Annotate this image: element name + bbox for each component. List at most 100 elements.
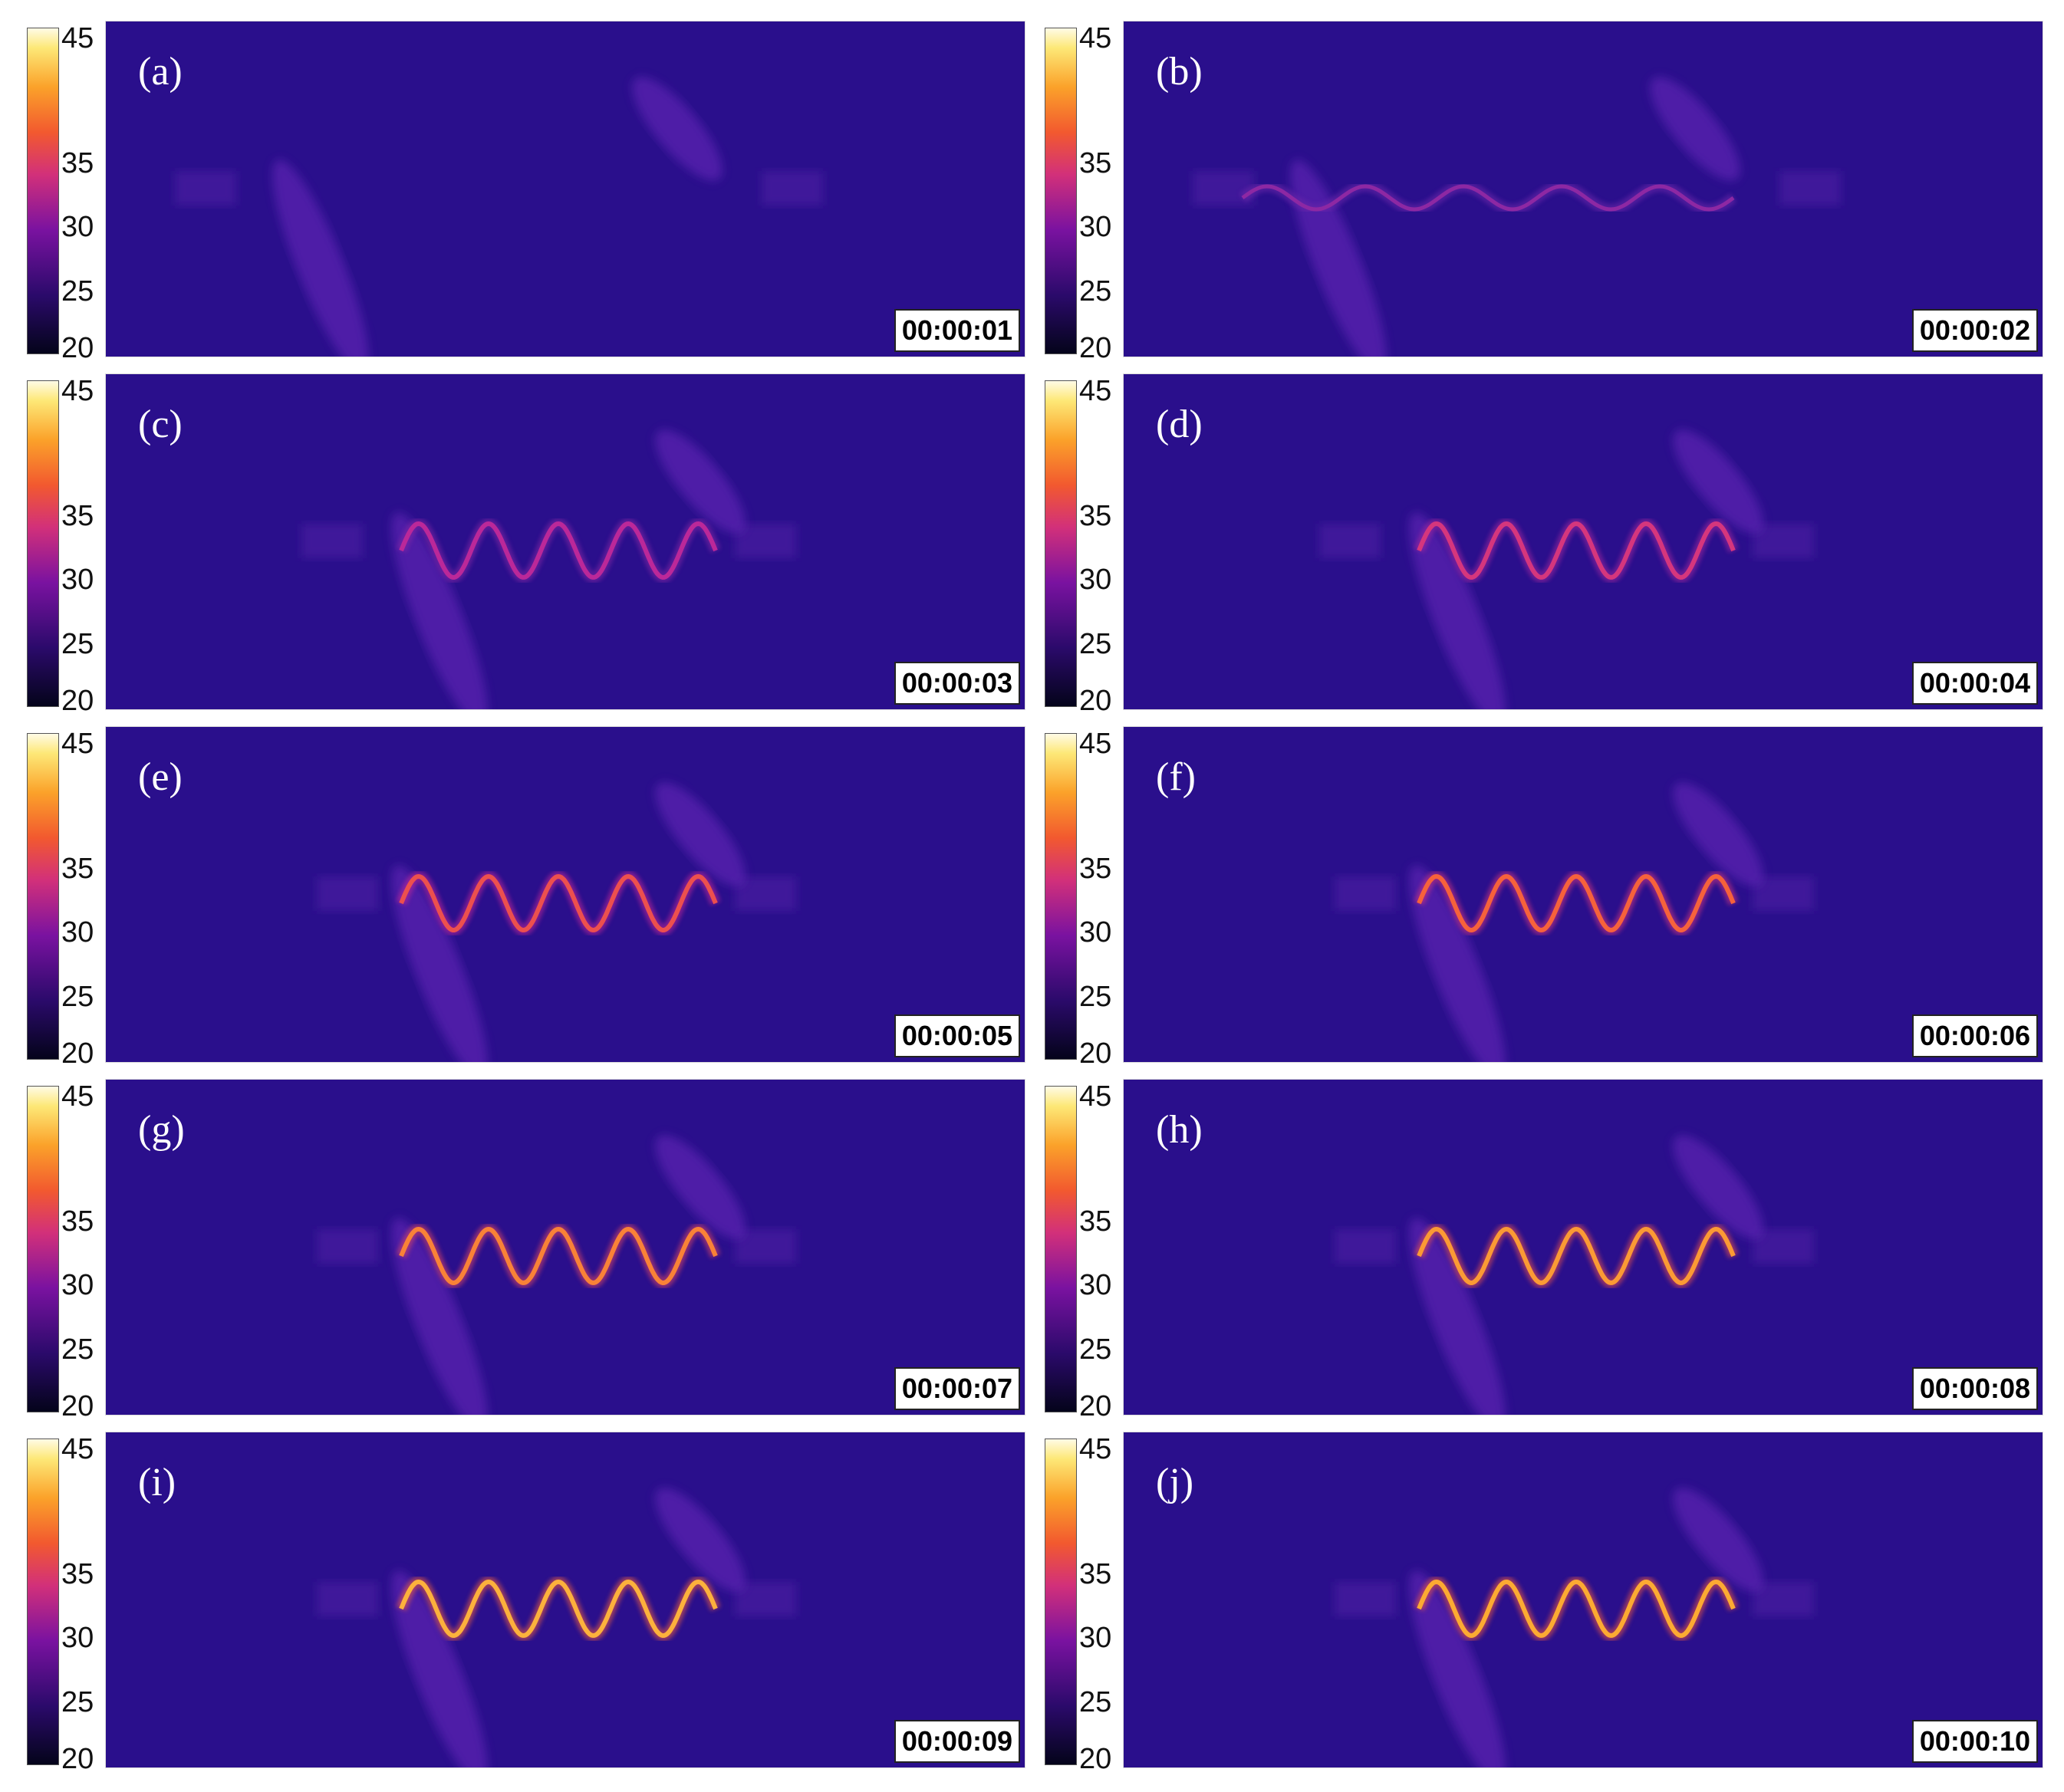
probe-shadow-left <box>1409 1218 1506 1415</box>
left-clamp <box>1319 524 1381 558</box>
colorbar-tick-label: 35 <box>61 1205 94 1238</box>
colorbar-tick-label: 35 <box>1079 1558 1112 1590</box>
left-clamp <box>1335 1582 1396 1616</box>
thermal-frame-panel: 45 35 30 25 20 (g) 00:00:07 <box>8 1079 1025 1421</box>
coil-glow <box>396 1576 721 1642</box>
probe-shadow-right <box>632 77 723 181</box>
colorbar-tick-label: 35 <box>61 500 94 532</box>
colorbar-tick-label: 25 <box>1079 628 1112 660</box>
colorbar-tick-label: 35 <box>1079 147 1112 179</box>
coil-glow <box>1414 1223 1739 1289</box>
thermal-frame-panel: 45 35 30 25 20 (c) 00:00:03 <box>8 373 1025 715</box>
coil-glow <box>1414 870 1739 936</box>
timestamp-badge: 00:00:07 <box>894 1367 1020 1410</box>
temperature-colorbar <box>27 733 59 1060</box>
temperature-colorbar <box>27 28 59 354</box>
probe-shadow-right <box>655 1135 746 1239</box>
colorbar-tick-label: 25 <box>1079 275 1112 307</box>
colorbar-tick-label: 20 <box>61 685 94 717</box>
probe-shadow-left <box>1290 159 1387 357</box>
thermal-scene <box>317 1135 796 1415</box>
probe-shadow-left <box>391 1570 488 1767</box>
thermal-frame-panel: 45 35 30 25 20 (b) 00:00:02 <box>1025 21 2043 363</box>
left-clamp <box>1335 876 1396 911</box>
colorbar-tick-label: 20 <box>61 1037 94 1070</box>
colorbar-tick-label: 20 <box>61 1390 94 1422</box>
right-clamp <box>1753 1229 1814 1264</box>
thermal-image: (d) 00:00:04 <box>1123 373 2043 710</box>
colorbar-tick-label: 20 <box>1079 685 1112 717</box>
colorbar-tick-label: 20 <box>1079 1037 1112 1070</box>
probe-shadow-right <box>1673 429 1763 534</box>
probe-shadow-left <box>391 865 488 1062</box>
timestamp-badge: 00:00:09 <box>894 1720 1020 1763</box>
temperature-colorbar <box>1045 733 1077 1060</box>
temperature-colorbar <box>27 1439 59 1765</box>
probe-shadow-left <box>391 1218 488 1415</box>
colorbar-tick-label: 35 <box>1079 500 1112 532</box>
panel-label: (c) <box>138 403 183 446</box>
thermal-image: (h) 00:00:08 <box>1123 1079 2043 1416</box>
probe-shadow-left <box>1409 865 1506 1062</box>
coil-glow <box>1414 1576 1739 1642</box>
coil-glow <box>1414 518 1739 584</box>
left-clamp <box>317 1582 378 1616</box>
colorbar-tick-label: 30 <box>61 211 94 243</box>
heated-coil <box>1417 1226 1736 1286</box>
thermal-frame-panel: 45 35 30 25 20 (f) 00:00:06 <box>1025 726 2043 1068</box>
timestamp-badge: 00:00:06 <box>1911 1014 2038 1057</box>
thermal-image: (c) 00:00:03 <box>105 373 1025 710</box>
colorbar-tick-label: 45 <box>1079 1433 1112 1465</box>
colorbar-tick-label: 45 <box>1079 1080 1112 1113</box>
panel-label: (e) <box>138 755 183 799</box>
colorbar-tick-label: 30 <box>61 1269 94 1301</box>
temperature-colorbar <box>27 1086 59 1412</box>
timestamp-badge: 00:00:10 <box>1911 1720 2038 1763</box>
colorbar-tick-label: 20 <box>1079 1743 1112 1775</box>
heated-coil <box>399 1579 718 1639</box>
left-clamp <box>301 524 363 558</box>
left-clamp <box>1335 1229 1396 1264</box>
colorbar-tick-label: 30 <box>61 916 94 949</box>
colorbar-tick-label: 20 <box>61 332 94 364</box>
colorbar-tick-label: 25 <box>61 981 94 1013</box>
colorbar-tick-label: 45 <box>61 1433 94 1465</box>
probe-shadow-right <box>1673 782 1763 886</box>
colorbar-tick-label: 25 <box>1079 981 1112 1013</box>
colorbar-tick-label: 30 <box>61 564 94 596</box>
heated-coil <box>399 1226 718 1286</box>
left-clamp <box>175 171 236 206</box>
right-clamp <box>735 1582 796 1616</box>
thermal-scene <box>1335 782 1814 1062</box>
thermal-frame-panel: 45 35 30 25 20 (d) 00:00:04 <box>1025 373 2043 715</box>
probe-shadow-right <box>655 429 746 534</box>
right-clamp <box>735 876 796 911</box>
colorbar-tick-label: 45 <box>1079 375 1112 407</box>
thermal-scene <box>317 1488 796 1767</box>
right-clamp <box>735 1229 796 1264</box>
thermal-scene <box>1335 1135 1814 1415</box>
colorbar-tick-label: 35 <box>61 853 94 885</box>
colorbar-tick-label: 25 <box>1079 1686 1112 1718</box>
panel-label: (h) <box>1156 1108 1203 1152</box>
right-clamp <box>1779 171 1841 206</box>
thermal-image: (a) 00:00:01 <box>105 21 1025 357</box>
timestamp-badge: 00:00:03 <box>894 662 1020 705</box>
coil-glow <box>396 1223 721 1289</box>
thermal-image: (e) 00:00:05 <box>105 726 1025 1063</box>
colorbar-tick-label: 45 <box>61 22 94 54</box>
thermal-scene <box>301 429 796 709</box>
right-clamp <box>1753 524 1814 558</box>
colorbar-tick-label: 25 <box>61 1686 94 1718</box>
timestamp-badge: 00:00:08 <box>1911 1367 2038 1410</box>
heated-coil <box>1417 873 1736 933</box>
right-clamp <box>1753 1582 1814 1616</box>
thermal-image: (g) 00:00:07 <box>105 1079 1025 1416</box>
panel-label: (b) <box>1156 50 1203 94</box>
left-clamp <box>1193 171 1254 206</box>
colorbar-tick-label: 25 <box>61 1333 94 1366</box>
colorbar-tick-label: 30 <box>1079 916 1112 949</box>
thermal-scene <box>317 782 796 1062</box>
heated-coil <box>399 521 718 580</box>
colorbar-tick-label: 45 <box>61 375 94 407</box>
